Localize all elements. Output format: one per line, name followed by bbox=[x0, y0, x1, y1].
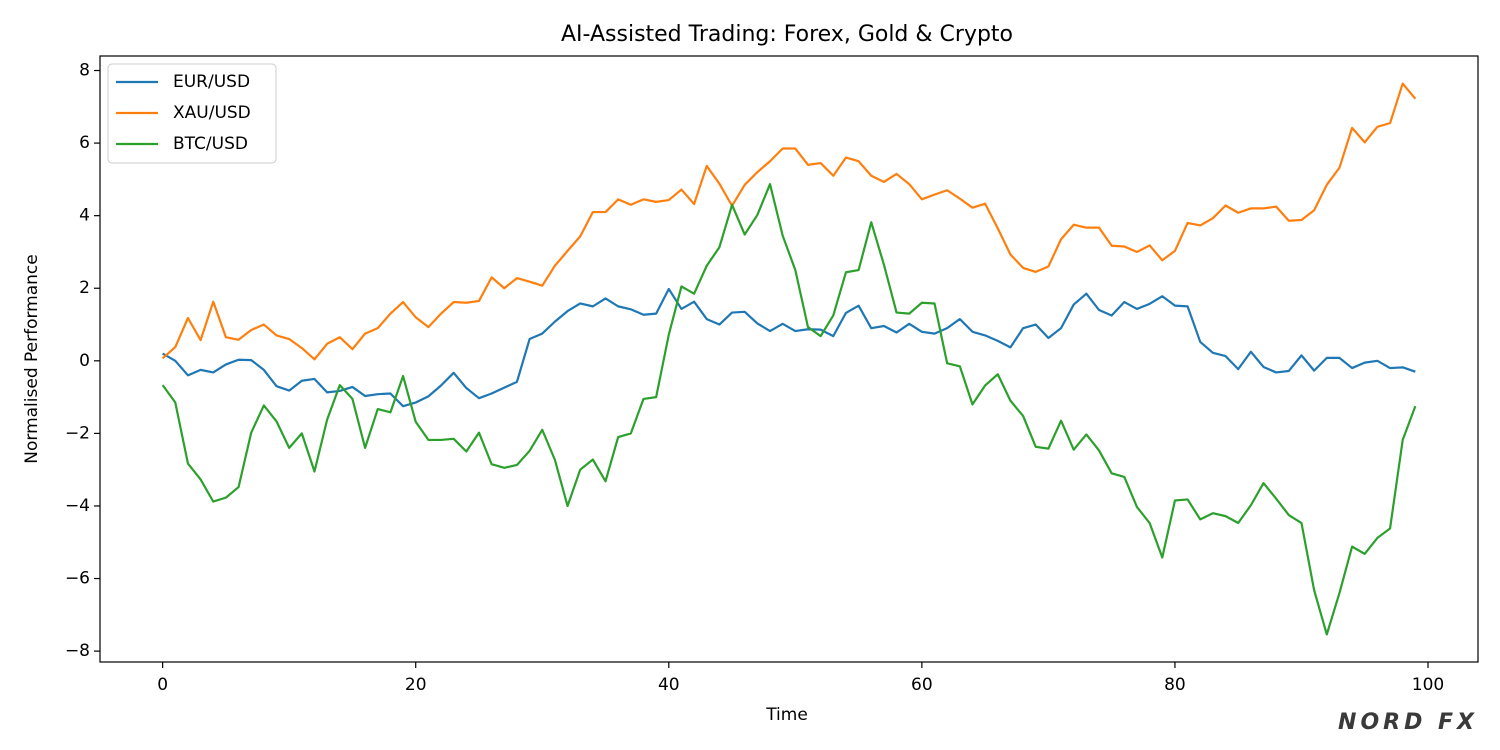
x-tick-label: 60 bbox=[911, 675, 933, 695]
axes-frame bbox=[99, 55, 1479, 663]
series-line bbox=[162, 287, 1416, 408]
x-tick-label: 100 bbox=[1412, 675, 1444, 695]
y-tick-label: −8 bbox=[65, 641, 90, 661]
y-tick-label: 8 bbox=[79, 61, 90, 81]
watermark: NORD FX bbox=[1338, 710, 1478, 735]
y-axis-label: Normalised Performance bbox=[22, 254, 42, 463]
y-tick-label: −6 bbox=[65, 569, 90, 589]
y-tick-label: −2 bbox=[65, 423, 90, 443]
x-tick-label: 80 bbox=[1164, 675, 1186, 695]
x-tick-label: 20 bbox=[405, 675, 427, 695]
legend-label: XAU/USD bbox=[173, 103, 251, 123]
x-tick-label: 40 bbox=[658, 675, 680, 695]
series-line bbox=[161, 82, 1417, 361]
x-tick-label: 0 bbox=[157, 675, 168, 695]
series-line bbox=[161, 182, 1417, 636]
chart-title: AI-Assisted Trading: Forex, Gold & Crypt… bbox=[561, 22, 1013, 47]
legend-label: BTC/USD bbox=[173, 134, 248, 154]
y-tick-label: 2 bbox=[79, 278, 90, 298]
y-tick-label: 6 bbox=[79, 133, 90, 153]
y-tick-label: −4 bbox=[65, 496, 90, 516]
plot-area bbox=[161, 82, 1417, 636]
y-tick-label: 0 bbox=[79, 351, 90, 371]
legend-box bbox=[107, 63, 277, 164]
y-tick-label: 4 bbox=[79, 206, 90, 226]
x-axis-label: Time bbox=[765, 705, 808, 725]
legend-label: EUR/USD bbox=[173, 72, 250, 92]
